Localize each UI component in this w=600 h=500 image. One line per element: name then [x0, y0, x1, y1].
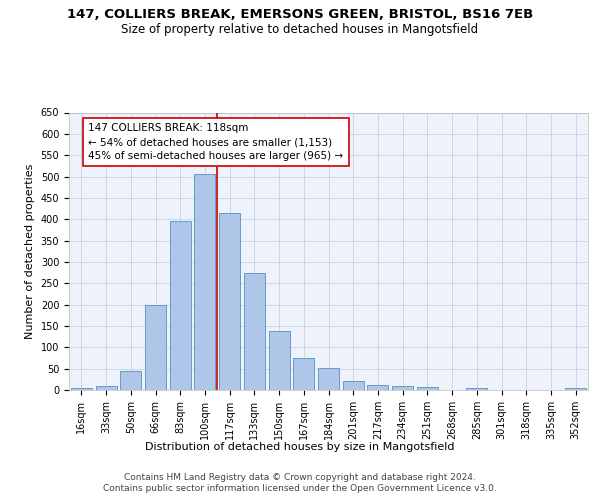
- Bar: [293, 358, 314, 390]
- Text: Distribution of detached houses by size in Mangotsfield: Distribution of detached houses by size …: [145, 442, 455, 452]
- Bar: [343, 380, 364, 390]
- Y-axis label: Number of detached properties: Number of detached properties: [25, 164, 35, 339]
- Bar: [71, 388, 92, 390]
- Bar: [120, 371, 141, 390]
- Bar: [145, 304, 166, 390]
- Bar: [392, 386, 413, 390]
- Bar: [367, 385, 388, 390]
- Bar: [269, 331, 290, 390]
- Bar: [95, 386, 116, 390]
- Text: Size of property relative to detached houses in Mangotsfield: Size of property relative to detached ho…: [121, 22, 479, 36]
- Bar: [417, 386, 438, 390]
- Text: 147 COLLIERS BREAK: 118sqm
← 54% of detached houses are smaller (1,153)
45% of s: 147 COLLIERS BREAK: 118sqm ← 54% of deta…: [88, 123, 343, 161]
- Bar: [565, 388, 586, 390]
- Bar: [318, 368, 339, 390]
- Text: Contains public sector information licensed under the Open Government Licence v3: Contains public sector information licen…: [103, 484, 497, 493]
- Bar: [170, 222, 191, 390]
- Bar: [219, 213, 240, 390]
- Bar: [244, 272, 265, 390]
- Bar: [466, 388, 487, 390]
- Text: Contains HM Land Registry data © Crown copyright and database right 2024.: Contains HM Land Registry data © Crown c…: [124, 472, 476, 482]
- Text: 147, COLLIERS BREAK, EMERSONS GREEN, BRISTOL, BS16 7EB: 147, COLLIERS BREAK, EMERSONS GREEN, BRI…: [67, 8, 533, 20]
- Bar: [194, 174, 215, 390]
